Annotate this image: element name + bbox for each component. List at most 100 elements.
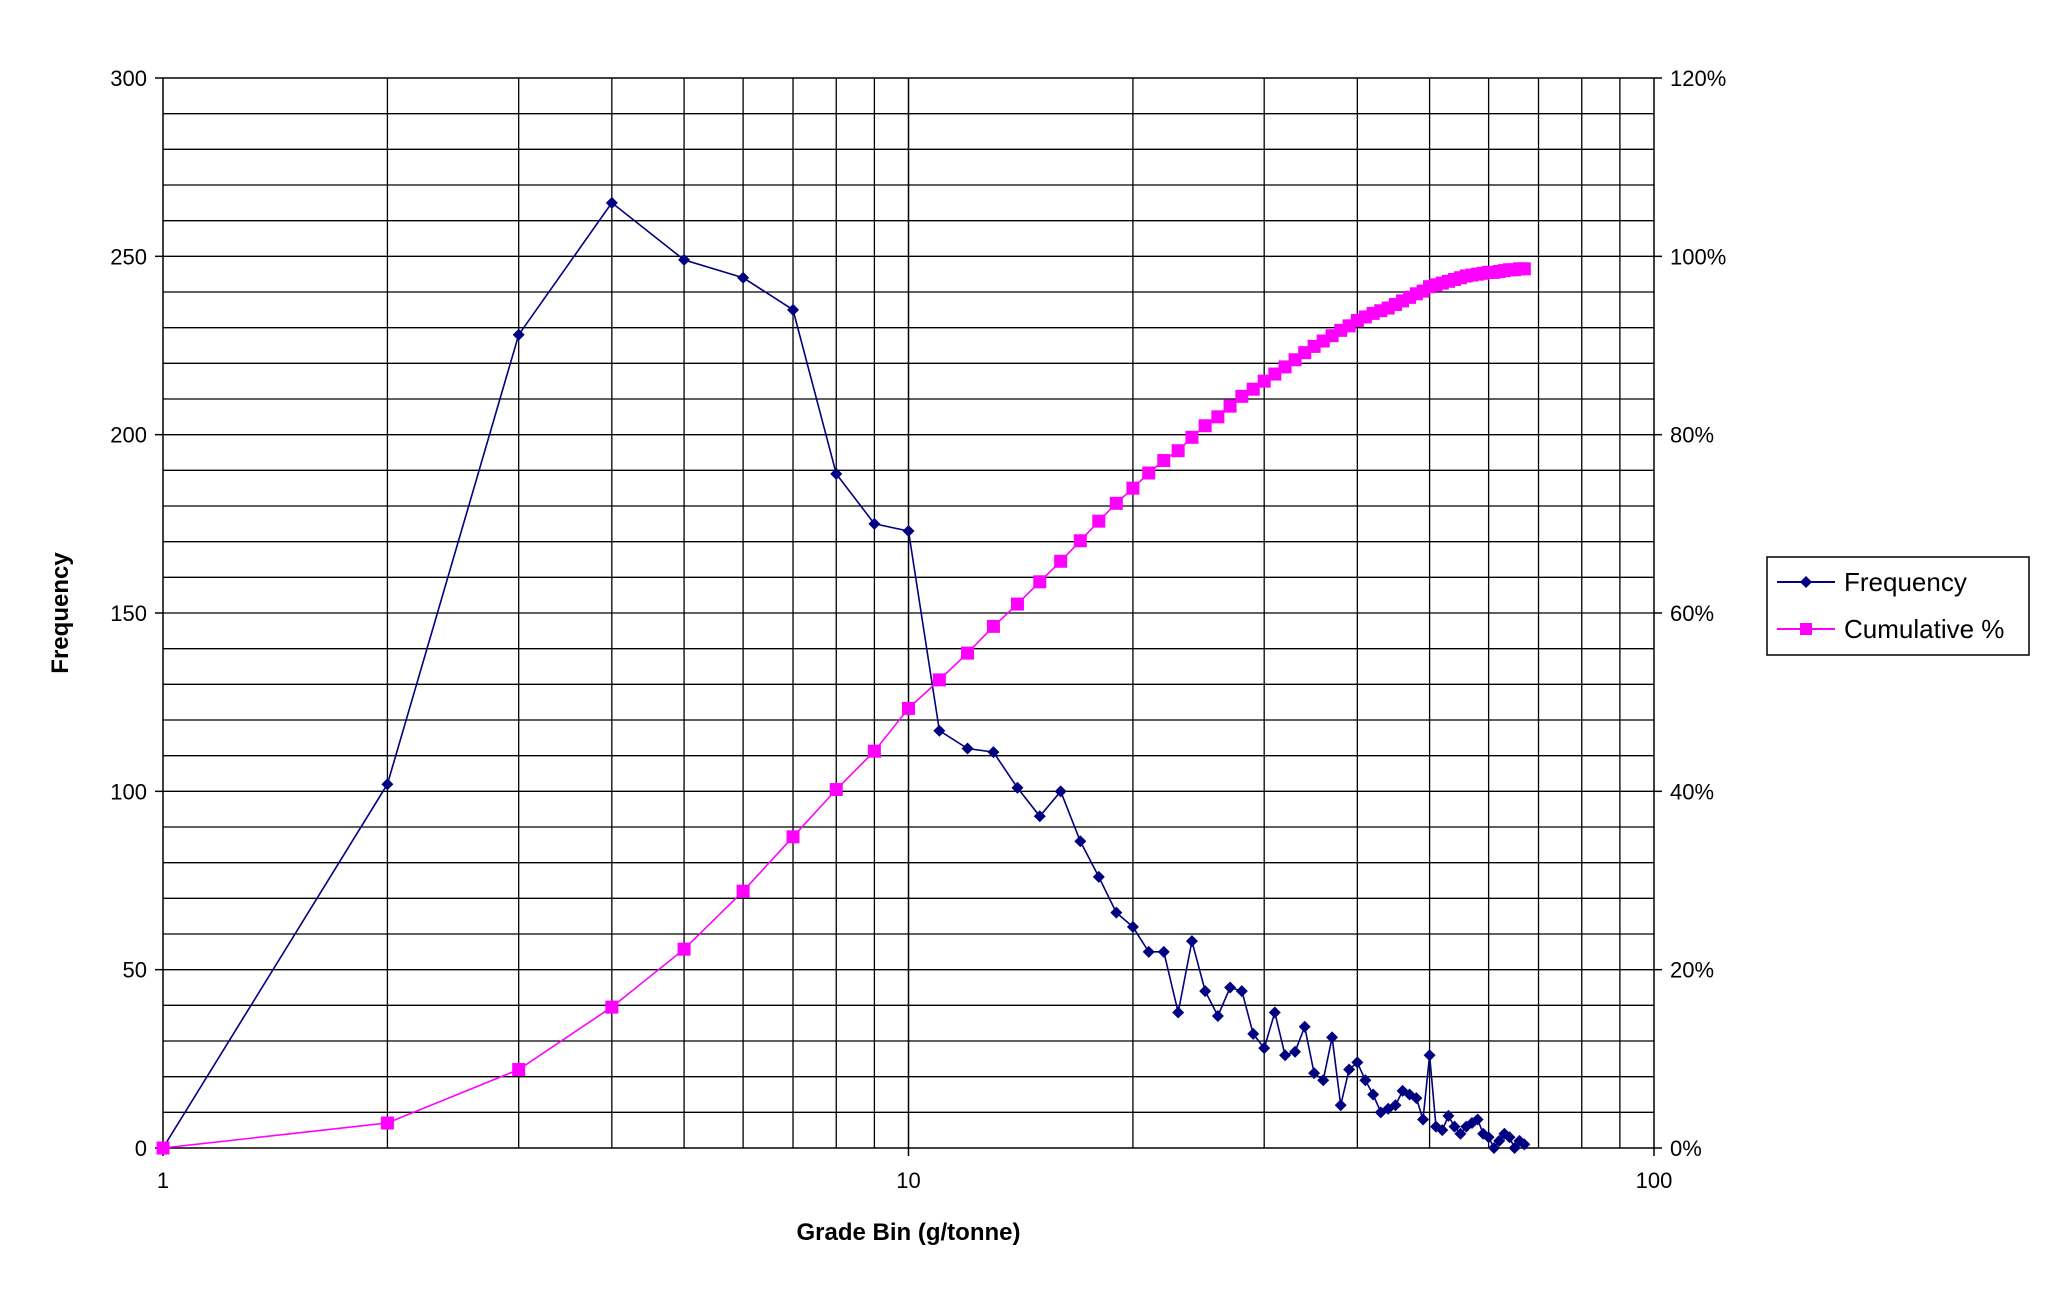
y2-tick-label: 40% [1670,779,1714,804]
x-tick-label: 1 [157,1168,169,1193]
frequency-point [1471,1113,1484,1126]
legend-marker-frequency [1800,576,1812,588]
cumulative-point [1171,444,1185,458]
frequency-point [1508,1142,1521,1154]
cumulative-point [961,646,975,660]
frequency-point [1367,1088,1380,1101]
frequency-point [1334,1099,1347,1112]
cumulative-point [1268,367,1282,381]
cumulative-point [1235,389,1249,403]
legend-label-frequency: Frequency [1844,567,1967,597]
cumulative-point [605,1000,619,1014]
frequency-point [1211,1010,1224,1023]
cumulative-point [1517,262,1531,276]
frequency-point [1503,1131,1516,1144]
frequency-point [1247,1027,1260,1040]
cumulative-point [1054,554,1068,568]
x-axis-title: Grade Bin (g/tonne) [797,1219,1021,1246]
frequency-point [1185,935,1198,948]
axis-ticks [155,77,1662,1156]
frequency-point [1199,985,1212,998]
y-tick-label: 100 [110,779,147,804]
gridlines [163,78,1654,1148]
cumulative-point [829,783,843,797]
y-tick-label: 50 [123,958,147,983]
frequency-point [902,524,915,537]
y-tick-label: 250 [110,244,147,269]
y-tick-label: 0 [135,1136,147,1161]
frequency-point [1317,1074,1330,1087]
frequency-point [787,303,800,316]
frequency-point [987,746,1000,759]
frequency-point [1389,1099,1402,1112]
frequency-point [1436,1124,1449,1137]
frequency-point [381,778,394,791]
cumulative-point [1223,399,1237,413]
frequency-point [1308,1067,1321,1080]
y2-tick-label: 0% [1670,1136,1702,1161]
frequency-point [1033,810,1046,823]
frequency-point [961,742,974,755]
legend: Frequency Cumulative % [1766,556,2030,656]
cumulative-point [1126,481,1140,495]
legend-box [1766,556,2030,656]
y-axis-title: Frequency [47,552,74,674]
frequency-point [1518,1138,1531,1151]
cumulative-point [677,942,691,956]
cumulative-point [1198,419,1212,433]
cumulative-point [1109,496,1123,510]
frequency-point [1224,981,1237,994]
y2-tick-label: 120% [1670,66,1726,91]
frequency-point [1289,1045,1302,1058]
frequency-point [1417,1113,1430,1126]
frequency-point [1092,870,1105,883]
legend-label-cumulative: Cumulative % [1844,614,2004,644]
frequency-point [1011,781,1024,794]
frequency-point [1423,1049,1436,1062]
cumulative-point [1092,514,1106,528]
cumulative-point [1257,374,1271,388]
cumulative-point [1073,534,1087,548]
x-tick-label: 100 [1636,1168,1673,1193]
cumulative-point [156,1141,170,1155]
x-tick-label: 10 [896,1168,920,1193]
cumulative-point [986,619,1000,633]
frequency-point [1359,1074,1372,1087]
frequency-point [1235,985,1248,998]
frequency-point [1279,1049,1292,1062]
frequency-point [1157,945,1170,958]
frequency-point [1258,1042,1271,1055]
frequency-point [1110,906,1123,919]
y-tick-label: 300 [110,66,147,91]
cumulative-point [1010,597,1024,611]
frequency-point [737,271,750,284]
y-tick-label: 150 [110,601,147,626]
frequency-point [1172,1006,1185,1019]
frequency-point [1410,1092,1423,1105]
frequency-point [1298,1020,1311,1033]
cumulative-point [902,701,915,715]
frequency-point [678,253,691,266]
y2-tick-label: 60% [1670,601,1714,626]
cumulative-point [932,673,946,687]
frequency-point [1126,920,1139,933]
frequency-point [1074,835,1087,848]
frequency-point [933,724,946,737]
frequency-point [605,196,618,209]
frequency-point [1268,1006,1281,1019]
cumulative-point [380,1116,394,1130]
y2-tick-label: 20% [1670,958,1714,983]
tick-labels: 0 50 100 150 200 250 300 0% 20% 40% 60% 80% 100% 120%… [110,66,1726,1193]
frequency-point [1442,1109,1455,1122]
cumulative-point [1157,454,1171,468]
cumulative-point [1211,410,1225,424]
frequency-point [1326,1031,1339,1044]
series-layer [156,196,1531,1155]
cumulative-point [1142,466,1156,480]
cumulative-point [1033,575,1047,589]
frequency-point [830,467,843,480]
cumulative-point [786,830,800,844]
cumulative-point [1246,382,1260,396]
